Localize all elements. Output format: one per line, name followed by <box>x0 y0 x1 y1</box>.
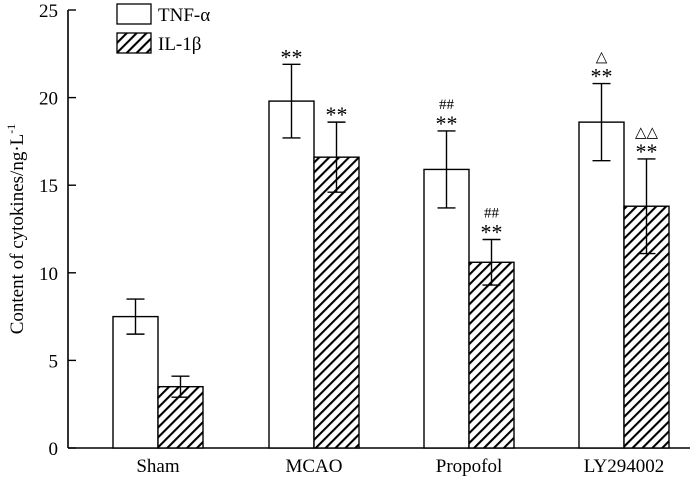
x-tick-label-sham: Sham <box>136 456 180 477</box>
x-tick-label-propofol: Propofol <box>436 456 503 477</box>
bar-tnf-alpha-sham <box>112 315 159 449</box>
significance-marker: ** <box>436 111 458 136</box>
bar-tnf-alpha-ly294002 <box>578 121 625 449</box>
bar-tnf-alpha-propofol <box>423 168 470 449</box>
significance-marker: ** <box>636 139 658 164</box>
significance-marker: △△ <box>635 125 659 141</box>
significance-marker: ** <box>591 64 613 89</box>
bars <box>112 100 670 449</box>
y-tick-label: 15 <box>39 176 58 197</box>
significance-marker: △ <box>596 50 608 66</box>
significance-annotations: **** **##**##**△**△△ <box>281 44 659 244</box>
y-tick-label: 5 <box>49 351 59 372</box>
bar-tnf-alpha-mcao <box>268 100 315 449</box>
legend-label-tnf-alpha: TNF-α <box>158 5 210 26</box>
y-ticks: 0 5 10 15 20 25 <box>39 1 76 460</box>
significance-marker: ** <box>281 44 303 69</box>
x-tick-label-ly294002: LY294002 <box>584 456 664 477</box>
significance-marker: ** <box>481 220 503 245</box>
legend-swatch-tnf-alpha <box>116 3 152 25</box>
y-tick-label: 10 <box>39 264 58 285</box>
y-tick-label: 0 <box>49 439 59 460</box>
legend-label-il-1beta: IL-1β <box>158 34 201 55</box>
significance-marker: ** <box>326 102 348 127</box>
legend: TNF-α IL-1β <box>116 3 210 55</box>
error-bars <box>126 63 656 398</box>
bar-il-1beta-mcao <box>313 156 360 449</box>
x-tick-label-mcao: MCAO <box>285 456 342 477</box>
x-tick-labels: Sham MCAO Propofol LY294002 <box>136 456 664 477</box>
significance-marker: ## <box>484 206 500 222</box>
significance-marker: ## <box>439 97 455 113</box>
y-tick-label: 20 <box>39 89 58 110</box>
y-tick-label: 25 <box>39 1 58 22</box>
bar-il-1beta-propofol <box>468 261 515 449</box>
y-axis-label: Content of cytokines/ng·L-1 <box>4 124 28 335</box>
legend-swatch-il-1beta <box>116 32 152 54</box>
